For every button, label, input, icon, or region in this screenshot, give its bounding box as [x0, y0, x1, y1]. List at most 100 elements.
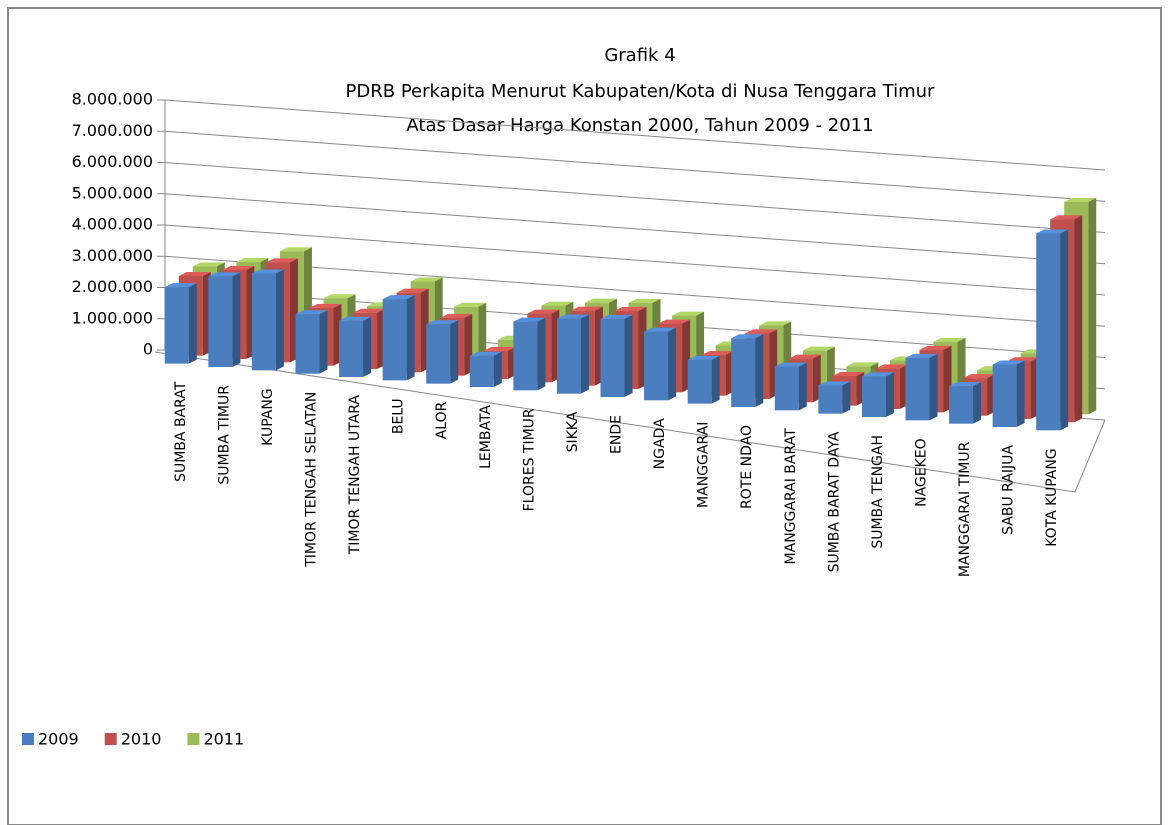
x-tick-label: TIMOR TENGAH UTARA — [347, 395, 363, 556]
bar-top — [469, 351, 502, 356]
x-tick-label: NGADA — [652, 418, 668, 469]
bar-side — [363, 316, 372, 377]
bar-side — [493, 351, 502, 387]
legend-swatch — [104, 733, 117, 745]
bar-top — [614, 306, 647, 311]
bar-top — [1064, 197, 1097, 202]
bar — [1036, 233, 1061, 431]
bar-top — [527, 309, 560, 314]
x-tick-label: MANGGARAI BARAT — [783, 428, 799, 565]
bar — [774, 366, 799, 411]
bar-side — [319, 310, 328, 374]
bar-top — [1050, 215, 1083, 220]
bar-top — [992, 360, 1025, 365]
bar-top — [701, 351, 734, 356]
y-tick-label: 6.000.000 — [72, 152, 153, 171]
bar-side — [755, 334, 764, 407]
bar-top — [628, 298, 661, 303]
bar-side — [668, 327, 677, 401]
bar-top — [222, 265, 255, 270]
grid-line — [164, 255, 1106, 327]
legend-swatch — [22, 733, 34, 745]
bar-top — [949, 382, 982, 387]
grid-line — [164, 130, 1106, 202]
chart-subtitle: Atas Dasar Harga Konstan 2000, Tahun 200… — [406, 115, 873, 136]
bar-top — [295, 310, 328, 315]
y-tick-label: 7.000.000 — [72, 121, 153, 140]
bar-side — [973, 382, 982, 424]
x-tick-label: TIMOR TENGAH SELATAN — [304, 392, 320, 568]
bar — [731, 338, 756, 407]
bar-side — [275, 269, 284, 371]
x-tick-label: SIKKA — [565, 411, 581, 452]
bar-top — [933, 337, 966, 342]
bar-side — [798, 362, 807, 411]
bar — [208, 276, 233, 367]
bar-top — [382, 295, 415, 300]
y-tick-label: 5.000.000 — [72, 183, 153, 202]
bar-top — [774, 362, 807, 367]
grid-line — [164, 162, 1106, 233]
bar-top — [1006, 357, 1039, 362]
x-tick-label: KUPANG — [260, 388, 276, 446]
x-tick-label: SUMBA BARAT — [173, 381, 189, 482]
bar — [426, 324, 451, 384]
bar-top — [208, 272, 241, 277]
bar — [382, 299, 407, 381]
bar-top — [236, 257, 269, 262]
bar-top — [164, 283, 197, 288]
bar-top — [672, 311, 705, 316]
chart-title: Grafik 4 — [604, 45, 675, 66]
bar-top — [687, 355, 720, 360]
bar — [687, 359, 712, 404]
bar-top — [600, 314, 633, 319]
bar-top — [875, 364, 908, 369]
legend-label: 2010 — [121, 730, 162, 749]
bar-top — [279, 247, 312, 252]
legend-label: 2011 — [203, 730, 244, 749]
bar-side — [929, 353, 938, 421]
bar-side — [711, 355, 720, 404]
bar-side — [842, 381, 851, 414]
bar-top — [1036, 229, 1069, 234]
x-tick-label: MANGGARAI TIMUR — [957, 441, 973, 577]
bar-top — [454, 302, 487, 307]
y-tick-label: 0 — [143, 340, 153, 359]
bar-top — [323, 294, 356, 299]
bar-side — [450, 320, 459, 384]
y-tick-label: 4.000.000 — [72, 215, 153, 234]
bar-top — [644, 327, 677, 332]
bar-top — [426, 320, 459, 325]
x-tick-label: ROTE NDAO — [739, 425, 755, 509]
bar-top — [832, 371, 865, 376]
y-tick-label: 1.000.000 — [72, 308, 153, 327]
x-tick-label: ENDE — [609, 415, 625, 454]
x-tick-label: SUMBA TENGAH — [870, 435, 886, 549]
bar-side — [885, 372, 894, 417]
bar — [513, 321, 538, 391]
bar-top — [251, 269, 284, 274]
floor — [154, 351, 1106, 493]
bar — [295, 314, 320, 374]
bar-top — [570, 306, 603, 311]
x-tick-label: KOTA KUPANG — [1044, 448, 1060, 546]
legend-swatch — [187, 733, 200, 745]
bar-top — [309, 303, 342, 308]
bar-top — [584, 298, 617, 303]
bar — [339, 320, 364, 377]
y-tick-label: 3.000.000 — [72, 246, 153, 265]
bar-top — [339, 316, 372, 321]
bar-top — [905, 353, 938, 358]
x-tick-label: FLORES TIMUR — [521, 408, 537, 511]
y-tick-label: 8.000.000 — [72, 90, 153, 109]
bar-top — [396, 288, 429, 293]
bar-side — [188, 283, 197, 364]
bar — [469, 355, 494, 387]
x-tick-label: LEMBATA — [478, 405, 494, 469]
bar — [600, 318, 625, 397]
x-tick-label: BELU — [391, 398, 407, 434]
bar-side — [1060, 229, 1069, 431]
bar-top — [353, 308, 386, 313]
bar-top — [818, 381, 851, 386]
